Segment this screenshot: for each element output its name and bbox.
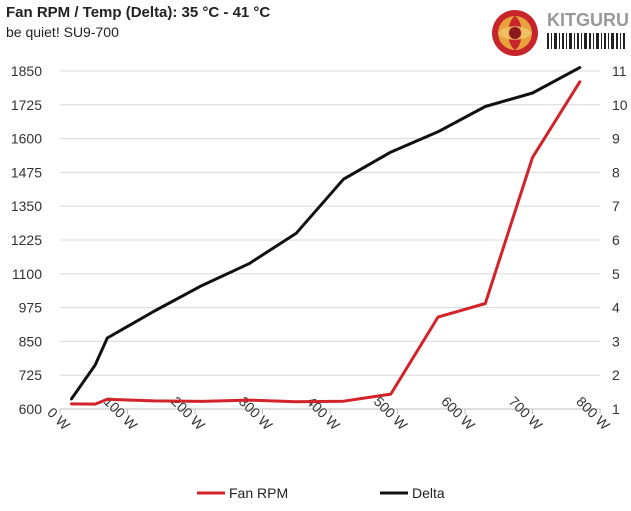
y-right-tick-label: 1 (612, 401, 620, 417)
y-right-tick-label: 2 (612, 367, 620, 383)
y-left-tick-label: 1350 (11, 198, 42, 214)
series-line-fan-rpm (70, 80, 582, 406)
y-left-tick-label: 1850 (11, 63, 42, 79)
chart-title: Fan RPM / Temp (Delta): 35 °C - 41 °C (6, 4, 271, 21)
series-line-delta (70, 66, 582, 401)
y-left-tick-label: 1725 (11, 97, 42, 113)
y-right-tick-label: 11 (612, 63, 627, 79)
chart-subtitle: be quiet! SU9-700 (6, 24, 119, 40)
y-left-tick-label: 850 (19, 333, 43, 349)
grid-lines (60, 70, 600, 376)
y-right-tick-label: 3 (612, 333, 620, 349)
x-tick-label: 400 W (303, 393, 343, 433)
y-right-axis: 1 2 3 4 5 6 7 8 9 10 11 (612, 63, 628, 417)
y-left-tick-label: 600 (19, 401, 43, 417)
legend: Fan RPM Delta (197, 485, 445, 501)
x-tick-label: 700 W (506, 393, 546, 433)
chart-axes (59, 408, 601, 414)
y-left-tick-label: 975 (19, 300, 43, 316)
legend-label: Fan RPM (229, 485, 288, 501)
y-right-tick-label: 7 (612, 198, 620, 214)
y-left-tick-label: 725 (19, 367, 43, 383)
y-left-tick-label: 1600 (11, 131, 42, 147)
y-right-tick-label: 5 (612, 266, 620, 282)
series-lines (70, 66, 582, 406)
y-left-tick-label: 1100 (12, 266, 42, 282)
kitguru-logo-icon: KITGURU (492, 10, 629, 56)
y-left-tick-label: 1225 (11, 232, 42, 248)
x-tick-label: 500 W (371, 393, 411, 433)
y-right-tick-label: 6 (612, 232, 620, 248)
x-tick-label: 800 W (573, 393, 613, 433)
y-left-axis: 600 725 850 975 1100 1225 1350 1475 1600 1725 1850 (11, 63, 42, 417)
x-tick-label: 600 W (438, 393, 478, 433)
y-right-tick-label: 10 (612, 97, 628, 113)
logo-text: KITGURU (547, 10, 629, 30)
y-right-tick-label: 9 (612, 131, 620, 147)
kitguru-logo: KITGURU (489, 2, 631, 64)
y-right-tick-label: 8 (612, 164, 620, 180)
y-right-tick-label: 4 (612, 300, 620, 316)
legend-label: Delta (412, 485, 445, 501)
y-left-tick-label: 1475 (11, 164, 42, 180)
x-tick-label: 200 W (168, 393, 208, 433)
